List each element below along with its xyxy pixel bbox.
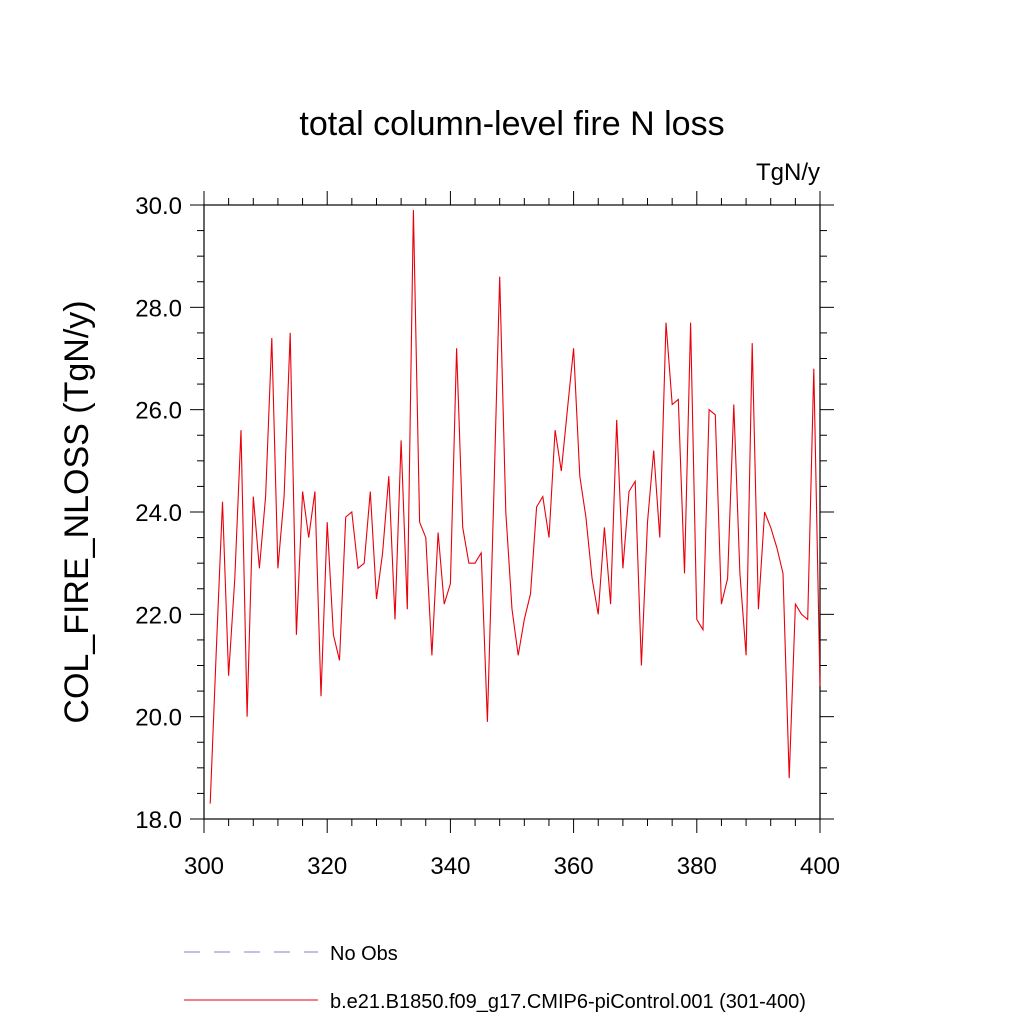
plot-area: 300 320 340 360 380 400 18.0 20.0 22.0 24.0 26.0 28…: [135, 191, 840, 880]
y-tick-label: 18.0: [135, 807, 182, 834]
x-tick-label: 320: [307, 853, 347, 880]
legend-entry: b.e21.B1850.f09_g17.CMIP6-piControl.001 …: [330, 991, 806, 1013]
y-axis-label: COL_FIRE_NLOSS (TgN/y): [58, 300, 96, 723]
x-tick-label: 340: [430, 853, 470, 880]
x-tick-label: 380: [677, 853, 717, 880]
y-tick-label: 24.0: [135, 500, 182, 527]
x-tick-label: 400: [800, 853, 840, 880]
y-tick-label: 22.0: [135, 602, 182, 629]
units-label: TgN/y: [756, 159, 820, 186]
axis-ticks: 300 320 340 360 380 400 18.0 20.0 22.0 24.0 26.0 28…: [135, 191, 840, 880]
x-tick-label: 300: [184, 853, 224, 880]
series-line: [209, 210, 821, 804]
y-tick-label: 28.0: [135, 295, 182, 322]
plot-frame: [203, 204, 821, 820]
y-tick-label: 26.0: [135, 398, 182, 425]
series-lines: [209, 210, 821, 804]
legend: No Obs b.e21.B1850.f09_g17.CMIP6-piContro…: [184, 943, 806, 1013]
legend-entry: No Obs: [330, 943, 398, 965]
y-tick-label: 20.0: [135, 705, 182, 732]
y-tick-label: 30.0: [135, 193, 182, 220]
x-tick-label: 360: [554, 853, 594, 880]
chart-title: total column-level fire N loss: [299, 105, 724, 143]
